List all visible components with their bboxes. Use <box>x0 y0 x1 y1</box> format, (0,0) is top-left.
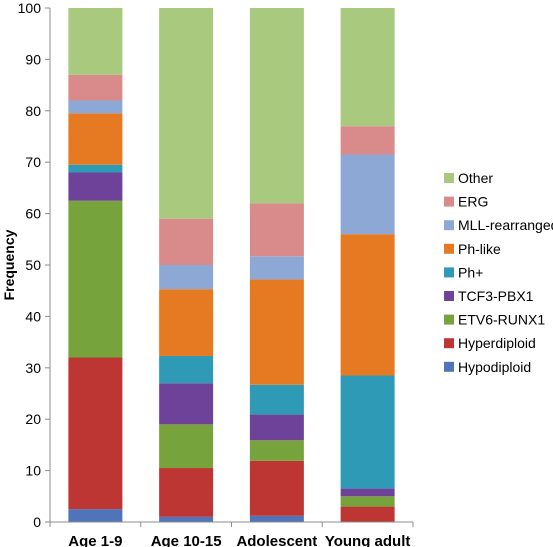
bar-segment <box>340 375 395 489</box>
bar-segment <box>249 384 304 415</box>
legend-label: Other <box>458 170 493 186</box>
y-tick-label: 60 <box>25 206 41 222</box>
bar-segment <box>340 496 395 507</box>
legend-swatch <box>444 173 454 183</box>
legend-label: Ph+ <box>458 264 483 280</box>
y-axis: 0 10 20 30 40 50 60 70 80 90 100 Frequency <box>1 0 51 530</box>
bar-segment <box>68 509 123 522</box>
bar-segment <box>249 256 304 280</box>
bar-segment <box>340 126 395 155</box>
bar-segment <box>68 164 123 173</box>
legend-label: ERG <box>458 194 488 210</box>
y-tick-label: 10 <box>25 463 41 479</box>
y-tick-label: 30 <box>25 360 41 376</box>
bar-segment <box>340 488 395 497</box>
legend-label: TCF3-PBX1 <box>458 288 534 304</box>
legend-label: MLL-rearranged <box>458 217 553 233</box>
bar-segment <box>159 289 214 356</box>
x-tick-label: Age 1-9 <box>68 533 122 547</box>
legend: Other ERG MLL-rearranged Ph-like Ph+ TCF3-PBX… <box>444 170 553 375</box>
bar-segment <box>249 515 304 522</box>
y-tick-label: 100 <box>18 0 42 16</box>
bar-segment <box>340 154 395 235</box>
y-tick-label: 70 <box>25 154 41 170</box>
y-tick-label: 50 <box>25 257 41 273</box>
legend-label: ETV6-RUNX1 <box>458 312 545 328</box>
bar-segment <box>249 440 304 461</box>
y-tick-label: 0 <box>33 514 41 530</box>
legend-swatch <box>444 196 454 207</box>
bar-segment <box>249 8 304 204</box>
y-tick-label: 20 <box>25 411 41 427</box>
bar-segment <box>68 200 123 358</box>
legend-swatch <box>444 361 454 372</box>
legend-swatch <box>444 243 454 254</box>
legend-label: Ph-like <box>458 241 501 257</box>
x-axis: Age 1-9 Age 10-15 Adolescent Young adult <box>49 521 414 547</box>
x-tick-label: Young adult <box>325 533 411 547</box>
plot-area <box>68 8 395 522</box>
legend-swatch <box>444 314 454 325</box>
bar-segment <box>68 100 123 114</box>
y-axis-label: Frequency <box>1 229 17 300</box>
bar-segment <box>68 8 123 75</box>
legend-label: Hyperdiploid <box>458 335 536 351</box>
bar-segment <box>340 234 395 376</box>
bar-segment <box>68 74 123 101</box>
bar-segment <box>159 424 214 469</box>
bar-segment <box>159 8 214 219</box>
legend-swatch <box>444 291 454 301</box>
bar-segment <box>249 203 304 257</box>
bar-segment <box>159 355 214 384</box>
legend-swatch <box>444 220 454 231</box>
bar-segment <box>68 172 123 201</box>
bar-segment <box>249 279 304 385</box>
bar-segment <box>249 414 304 441</box>
x-tick-label: Adolescent <box>236 533 317 547</box>
bar-segment <box>159 468 214 517</box>
bar-segment <box>249 460 304 516</box>
y-tick-label: 40 <box>25 308 41 324</box>
bar-segment <box>68 113 123 165</box>
x-tick-label: Age 10-15 <box>151 533 222 547</box>
bar-segment <box>68 357 123 510</box>
y-tick-label: 90 <box>25 51 41 67</box>
bar-segment <box>159 218 214 265</box>
bar-segment <box>159 383 214 425</box>
bar-segment <box>340 8 395 127</box>
legend-swatch <box>444 267 454 278</box>
legend-label: Hypodiploid <box>458 359 531 375</box>
bar-segment <box>159 516 214 522</box>
bar-segment <box>340 506 395 522</box>
y-tick-label: 80 <box>25 103 41 119</box>
bar-segment <box>159 265 214 290</box>
legend-swatch <box>444 338 454 349</box>
